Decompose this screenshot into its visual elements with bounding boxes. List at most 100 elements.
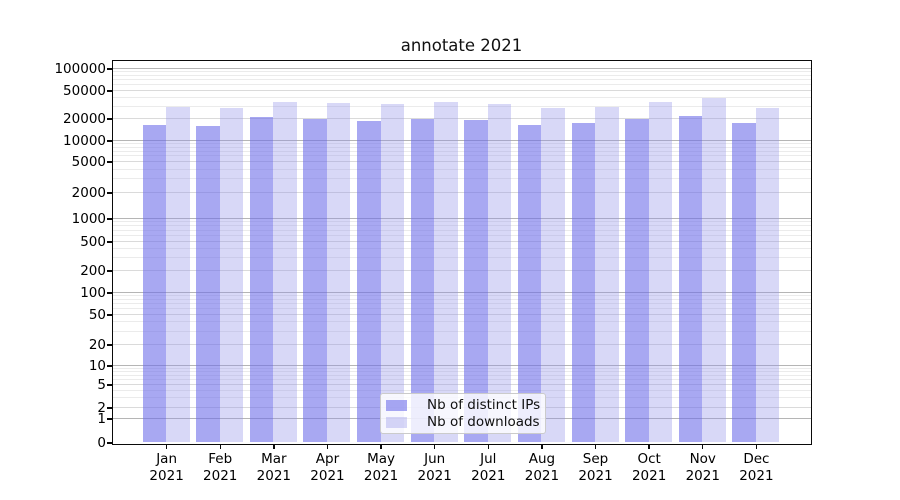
minor-gridline	[112, 379, 811, 380]
bar-downloads	[273, 101, 297, 443]
y-tick-label: 1	[97, 410, 106, 427]
x-tick-label: Aug 2021	[510, 451, 574, 484]
x-tick-mark	[433, 444, 436, 449]
bar-distinct-ips	[357, 121, 381, 443]
y-tick-label: 2000	[71, 184, 106, 201]
minor-gridline	[112, 143, 811, 145]
x-tick-mark	[273, 444, 275, 449]
y-tick-label: 100	[80, 284, 106, 301]
legend-label-distinct-ips: Nb of distinct IPs	[427, 397, 541, 413]
minor-gridline	[112, 389, 811, 391]
legend-label-downloads: Nb of downloads	[427, 414, 540, 430]
minor-gridline	[112, 150, 811, 152]
x-tick-mark	[541, 444, 543, 449]
x-tick-mark	[165, 444, 168, 449]
x-tick-label: Jun 2021	[403, 451, 467, 484]
x-tick-label: Jan 2021	[135, 451, 199, 484]
y-tick-mark	[107, 270, 112, 272]
x-tick-mark	[487, 444, 489, 449]
y-tick-mark	[107, 192, 112, 194]
minor-gridline	[112, 96, 811, 98]
x-tick-mark	[380, 444, 382, 449]
y-tick-label: 1000	[71, 210, 106, 227]
bar-downloads	[326, 102, 351, 443]
y-tick-mark	[107, 292, 112, 294]
x-tick-mark	[702, 444, 704, 449]
x-tick-text: Sep	[582, 451, 609, 467]
y-tick-label: 5000	[71, 153, 106, 170]
minor-gridline	[112, 248, 811, 250]
x-tick-label: Feb 2021	[188, 451, 252, 484]
major-gridline	[112, 314, 811, 315]
major-gridline	[112, 90, 811, 91]
bar-downloads	[755, 107, 780, 443]
x-tick-text: Jan	[156, 451, 178, 467]
bar-distinct-ips	[732, 122, 756, 443]
major-gridline	[112, 192, 811, 193]
minor-gridline	[112, 71, 811, 73]
bar-distinct-ips	[517, 124, 542, 443]
major-gridline	[112, 241, 811, 242]
y-tick-label: 10	[88, 357, 106, 374]
major-gridline	[112, 292, 811, 293]
y-tick-mark	[107, 384, 112, 386]
bar-distinct-ips	[571, 122, 596, 443]
minor-gridline	[112, 321, 811, 323]
bar-downloads	[219, 107, 244, 443]
minor-gridline	[112, 75, 811, 77]
legend-entry-downloads: Nb of downloads	[386, 414, 540, 430]
x-tick-text: Jul	[480, 451, 497, 467]
major-gridline	[112, 161, 811, 162]
minor-gridline	[112, 105, 811, 107]
y-tick-label: 0	[97, 434, 106, 451]
minor-gridline	[112, 299, 811, 301]
x-tick-text: Feb	[208, 451, 233, 467]
bar-downloads	[434, 102, 458, 443]
minor-gridline	[112, 79, 811, 81]
x-tick-text: 2021	[256, 467, 292, 484]
y-tick-label: 2	[97, 399, 106, 416]
x-tick-mark	[219, 444, 221, 449]
bar-downloads	[380, 103, 405, 443]
minor-gridline	[112, 221, 811, 223]
y-tick-mark	[107, 68, 112, 70]
minor-gridline	[112, 168, 811, 170]
x-tick-mark	[594, 444, 597, 449]
x-tick-text: May	[367, 451, 396, 467]
minor-gridline	[112, 330, 811, 332]
x-tick-text: 2021	[310, 467, 345, 484]
y-tick-mark	[107, 344, 112, 346]
minor-gridline	[112, 371, 811, 373]
chart-title: annotate 2021	[400, 36, 523, 55]
major-gridline	[112, 140, 811, 141]
y-tick-label: 100000	[54, 60, 106, 77]
minor-gridline	[112, 257, 811, 259]
x-tick-mark	[755, 444, 758, 449]
y-tick-mark	[107, 90, 112, 92]
x-tick-label: Apr 2021	[295, 451, 359, 484]
x-tick-label: May 2021	[349, 451, 413, 484]
x-tick-text: 2021	[417, 467, 452, 484]
x-tick-mark	[326, 444, 329, 449]
y-tick-mark	[107, 241, 112, 243]
bar-distinct-ips	[142, 124, 167, 443]
y-tick-mark	[107, 314, 112, 316]
y-tick-label: 500	[80, 233, 106, 250]
x-tick-label: Sep 2021	[564, 451, 628, 484]
x-tick-text: Apr	[315, 451, 340, 467]
bar-downloads	[648, 101, 673, 443]
legend-entry-distinct-ips: Nb of distinct IPs	[386, 397, 541, 413]
bar-distinct-ips	[678, 116, 703, 443]
minor-gridline	[112, 295, 811, 297]
major-gridline	[112, 270, 811, 271]
bar-distinct-ips	[410, 119, 435, 443]
minor-gridline	[112, 229, 811, 231]
y-tick-label: 200	[80, 262, 106, 279]
y-tick-mark	[107, 442, 112, 444]
x-tick-label: Mar 2021	[242, 451, 306, 484]
bar-downloads	[166, 106, 190, 443]
major-gridline	[112, 365, 811, 366]
x-tick-text: Mar	[261, 451, 287, 467]
minor-gridline	[112, 146, 811, 148]
